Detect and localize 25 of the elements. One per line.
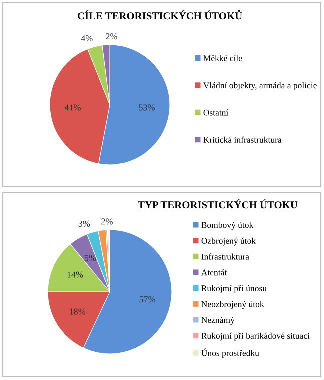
legend-label: Infrastruktura (202, 254, 250, 260)
legend-label: Vládní objekty, armáda a policie (203, 82, 317, 90)
legend-label: Únos prostředku (202, 348, 260, 358)
chart-title: TYP TERORISTICKÝCH ÚTOKU (138, 200, 298, 209)
data-label: 2% (106, 34, 118, 40)
legend-label: Ostatní (204, 110, 229, 116)
legend-label: Atentát (201, 269, 228, 276)
data-label: 14% (68, 272, 84, 278)
legend-label: Neozbrojený útok (202, 301, 264, 310)
chart-title: CÍLE TERORISTICKÝCH ÚTOKŮ (78, 10, 242, 20)
data-label: 41% (64, 104, 81, 111)
legend-label: Neznámý (202, 316, 235, 325)
data-label: 53% (139, 104, 155, 111)
data-label: 18% (70, 308, 86, 315)
legend-label: Kritická infrastruktura (204, 136, 282, 143)
data-label: 5% (84, 255, 96, 262)
data-label: 3% (78, 220, 90, 228)
data-label: 2% (102, 218, 113, 225)
legend-label: Měkké cíle (204, 55, 242, 62)
legend-label: Rukojmí při únosu (202, 285, 267, 294)
legend-label: Ozbrojený útok (202, 238, 256, 246)
legend-label: Rukojmí při barikádové situaci (202, 332, 310, 341)
legend-label: Bombový útok (202, 222, 254, 230)
data-label: 57% (140, 296, 156, 303)
data-label: 4% (81, 36, 93, 42)
